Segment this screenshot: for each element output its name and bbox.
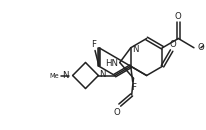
Text: O: O — [169, 40, 176, 49]
Text: Me: Me — [49, 73, 59, 79]
Text: N: N — [62, 71, 69, 80]
Text: F: F — [91, 40, 97, 49]
Text: F: F — [131, 83, 136, 92]
Text: O: O — [114, 108, 120, 117]
Text: O: O — [175, 12, 182, 21]
Text: N: N — [132, 45, 139, 54]
Text: N: N — [99, 70, 106, 79]
Text: HN: HN — [105, 59, 118, 68]
Text: O: O — [198, 43, 205, 52]
